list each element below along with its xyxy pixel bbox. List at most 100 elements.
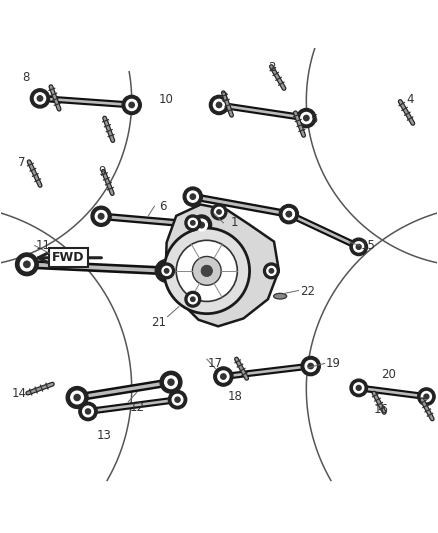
Circle shape (98, 214, 104, 219)
Circle shape (215, 207, 223, 216)
Circle shape (209, 95, 229, 115)
Circle shape (286, 212, 291, 216)
Text: 8: 8 (22, 71, 30, 84)
Circle shape (168, 379, 174, 385)
Circle shape (188, 295, 198, 304)
Circle shape (356, 245, 361, 249)
Circle shape (159, 263, 174, 279)
Text: 12: 12 (129, 401, 145, 414)
Circle shape (264, 263, 279, 279)
Circle shape (217, 209, 221, 214)
Circle shape (162, 266, 171, 276)
Circle shape (353, 383, 364, 393)
Text: 4: 4 (406, 93, 414, 106)
Circle shape (187, 191, 198, 202)
Circle shape (418, 388, 435, 405)
Circle shape (160, 372, 182, 393)
Text: 1: 1 (230, 216, 238, 229)
Polygon shape (166, 205, 279, 326)
Circle shape (172, 394, 183, 405)
Text: 20: 20 (381, 368, 396, 381)
Circle shape (185, 292, 201, 307)
Circle shape (213, 99, 225, 110)
Circle shape (301, 357, 320, 376)
Circle shape (15, 253, 38, 276)
Circle shape (192, 256, 221, 285)
Circle shape (160, 264, 173, 278)
Circle shape (66, 386, 88, 408)
Circle shape (24, 261, 30, 268)
Circle shape (305, 360, 316, 372)
Circle shape (35, 93, 46, 104)
Circle shape (283, 208, 294, 220)
Ellipse shape (274, 293, 287, 299)
Circle shape (196, 219, 207, 231)
Circle shape (199, 222, 205, 228)
Circle shape (279, 205, 298, 224)
Circle shape (214, 367, 233, 386)
Circle shape (168, 391, 187, 409)
Text: 5: 5 (311, 114, 318, 126)
Circle shape (129, 102, 134, 108)
Circle shape (353, 242, 364, 252)
Circle shape (211, 204, 227, 220)
Circle shape (163, 268, 170, 274)
Circle shape (191, 297, 195, 302)
Circle shape (176, 240, 237, 302)
Circle shape (424, 394, 429, 399)
Circle shape (74, 394, 80, 400)
Circle shape (191, 215, 212, 235)
Circle shape (30, 89, 49, 108)
Text: 13: 13 (97, 430, 112, 442)
Circle shape (164, 269, 169, 273)
Circle shape (267, 266, 276, 276)
Text: 16: 16 (374, 403, 389, 416)
Text: 18: 18 (228, 390, 243, 403)
Circle shape (126, 99, 137, 110)
Circle shape (165, 376, 177, 389)
Circle shape (221, 374, 226, 379)
Text: 17: 17 (208, 357, 223, 370)
Circle shape (191, 221, 195, 225)
Text: 6: 6 (159, 200, 167, 213)
Circle shape (284, 209, 294, 219)
Circle shape (356, 385, 361, 390)
Text: 22: 22 (300, 285, 314, 298)
Text: 7: 7 (18, 156, 25, 169)
Circle shape (350, 379, 367, 397)
Circle shape (421, 392, 431, 402)
Circle shape (304, 115, 309, 121)
Circle shape (164, 228, 250, 313)
Circle shape (79, 402, 97, 421)
Circle shape (269, 269, 274, 273)
Circle shape (83, 406, 93, 417)
Text: FWD: FWD (52, 251, 85, 264)
Circle shape (201, 265, 212, 277)
Text: 2: 2 (268, 61, 276, 74)
Circle shape (216, 102, 222, 108)
Circle shape (185, 215, 201, 231)
Circle shape (37, 96, 42, 101)
Circle shape (85, 409, 91, 414)
Circle shape (155, 260, 178, 282)
Circle shape (297, 108, 316, 128)
Circle shape (122, 95, 141, 115)
Circle shape (71, 391, 83, 404)
Circle shape (95, 211, 107, 222)
Circle shape (20, 258, 33, 271)
Text: 15: 15 (361, 239, 376, 252)
Circle shape (190, 194, 195, 199)
Text: 19: 19 (326, 357, 341, 370)
Circle shape (218, 371, 229, 382)
Circle shape (188, 219, 198, 228)
Circle shape (280, 205, 297, 223)
Circle shape (91, 206, 111, 227)
Text: 21: 21 (151, 316, 166, 329)
Text: 3: 3 (221, 91, 228, 103)
Circle shape (308, 364, 313, 369)
Text: 9: 9 (98, 165, 106, 178)
Circle shape (183, 187, 202, 206)
Text: 11: 11 (36, 239, 51, 252)
Circle shape (301, 112, 312, 124)
Text: 10: 10 (158, 93, 173, 106)
